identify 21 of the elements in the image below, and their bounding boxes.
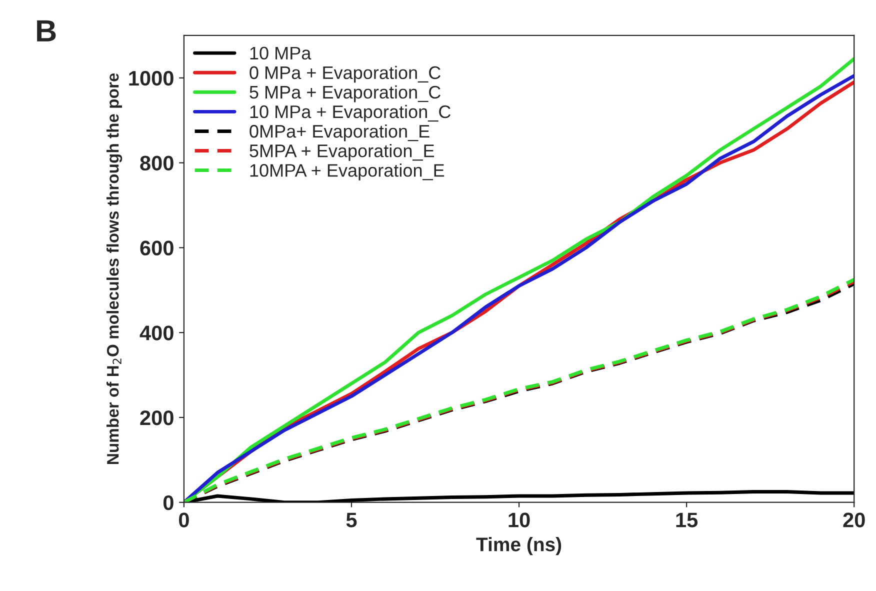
legend-label: 10 MPa: [250, 46, 312, 60]
y-tick-label: 200: [140, 410, 174, 426]
legend-label: 0 MPa + Evaporation_C: [250, 66, 440, 83]
x-tick-label: 20: [843, 512, 865, 528]
x-tick-label: 15: [676, 512, 698, 528]
legend-label: 10 MPa + Evaporation_C: [250, 104, 451, 122]
y-tick-label: 800: [140, 156, 174, 171]
legend-label: 0MPa+ Evaporation_E: [250, 124, 430, 142]
y-tick-label: 0: [163, 495, 174, 510]
x-tick-label: 10: [508, 512, 530, 528]
x-tick-label: 5: [346, 512, 357, 528]
y-axis-title: Number of H$_{2}$O molecules flows through the pore: [106, 73, 122, 464]
y-tick-label: 600: [140, 240, 174, 256]
legend-label: 5 MPa + Evaporation_C: [250, 85, 440, 102]
y-tick-label: 400: [140, 326, 174, 340]
legend-label: 5MPA + Evaporation_E: [250, 144, 434, 161]
y-tick-label: 1000: [129, 70, 174, 86]
x-tick-label: 0: [178, 512, 189, 528]
text: B: [37, 20, 56, 42]
legend-label: 10MPA + Evaporation_E: [250, 164, 444, 180]
x-axis-title: Time (ns): [476, 537, 562, 556]
